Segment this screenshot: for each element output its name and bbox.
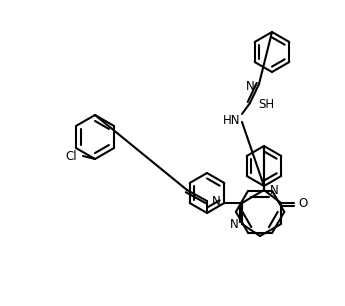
Text: Cl: Cl [65, 150, 77, 162]
Text: N: N [230, 218, 238, 230]
Text: N: N [270, 184, 279, 196]
Text: N: N [246, 80, 254, 92]
Text: O: O [298, 196, 307, 210]
Text: HN: HN [223, 114, 241, 126]
Text: SH: SH [258, 98, 274, 110]
Text: N: N [212, 195, 221, 207]
